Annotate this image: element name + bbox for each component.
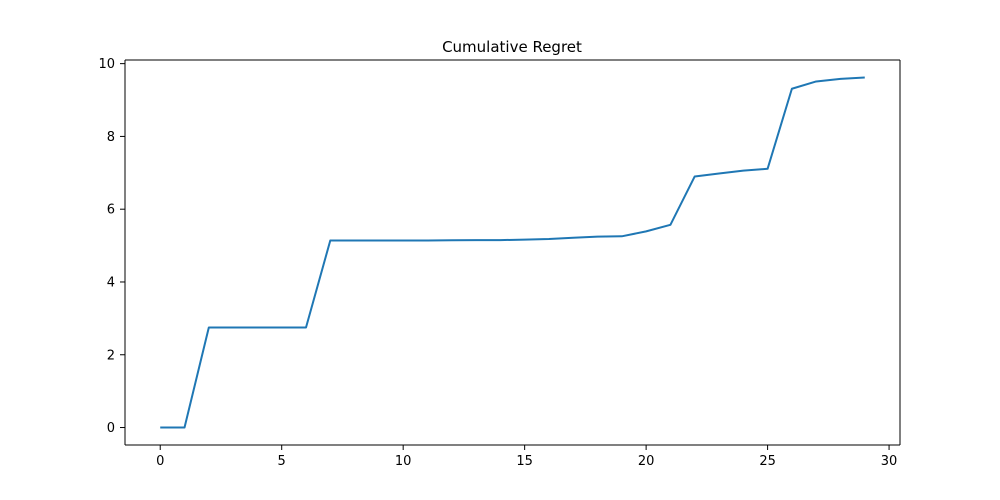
x-tick-label: 10: [395, 454, 412, 469]
x-tick-label: 25: [759, 454, 776, 469]
axes: 0 5 10 15 20 25 30 0 2 4 6 8 10: [98, 57, 901, 469]
y-tick-label: 6: [107, 203, 115, 218]
series-line-0: [160, 76, 865, 429]
y-tick-label: 0: [107, 421, 115, 436]
y-tick-label: 8: [107, 130, 115, 145]
chart-title: Cumulative Regret: [442, 38, 582, 56]
x-tick-label: 15: [516, 454, 533, 469]
x-tick-label: 30: [881, 454, 898, 469]
plot-area: [160, 76, 865, 429]
y-tick-label: 10: [98, 57, 115, 72]
x-tick-label: 5: [278, 454, 286, 469]
y-tick-label: 4: [107, 275, 115, 290]
y-tick-label: 2: [107, 348, 115, 363]
x-tick-label: 0: [156, 454, 164, 469]
x-tick-label: 20: [638, 454, 655, 469]
